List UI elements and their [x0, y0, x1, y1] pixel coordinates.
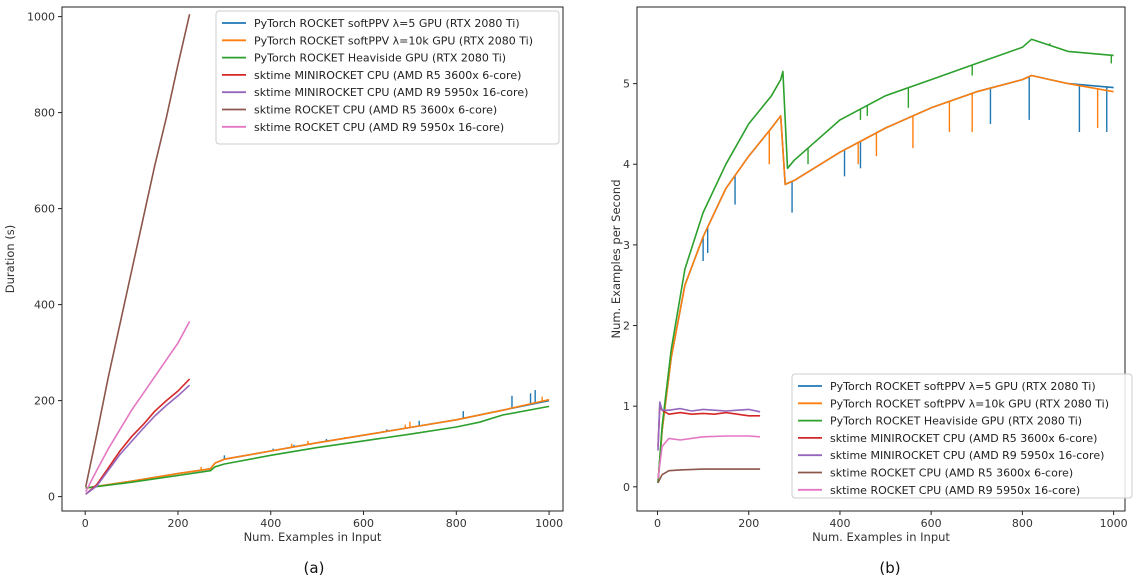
x-tick-label: 200 — [738, 517, 759, 530]
legend-entry-1: PyTorch ROCKET softPPV λ=10k GPU (RTX 20… — [254, 34, 533, 47]
y-axis-label: Duration (s) — [3, 225, 17, 294]
series-line-6 — [657, 435, 761, 479]
series-line-5 — [84, 14, 191, 488]
legend-entry-3: sktime MINIROCKET CPU (AMD R5 3600x 6-co… — [830, 432, 1097, 445]
x-tick-label: 600 — [921, 517, 942, 530]
chart-panel-0: 0 200 400 600 800 1000 0 200 400 600 800 1000 Num. E… — [3, 6, 564, 577]
series-line-2 — [657, 38, 1114, 483]
series-line-6 — [84, 321, 191, 493]
y-tick-label: 800 — [34, 107, 55, 120]
legend-box — [791, 373, 1133, 499]
chart-panel-1: 0 200 400 600 800 1000 0 1 2 3 4 5 Num. Examples in … — [609, 6, 1133, 577]
legend-entry-4: sktime MINIROCKET CPU (AMD R9 5950x 16-c… — [254, 86, 528, 99]
y-tick-label: 4 — [623, 158, 630, 171]
legend: PyTorch ROCKET softPPV λ=5 GPU (RTX 2080… — [215, 10, 560, 145]
legend-entry-2: PyTorch ROCKET Heaviside GPU (RTX 2080 T… — [254, 52, 506, 65]
x-tick-label: 400 — [829, 517, 850, 530]
x-axis-label: Num. Examples in Input — [812, 530, 950, 544]
y-tick-label: 1 — [623, 400, 630, 413]
series-line-3 — [657, 405, 761, 447]
legend-entry-5: sktime ROCKET CPU (AMD R5 3600x 6-core) — [254, 104, 497, 117]
y-tick-label: 200 — [34, 395, 55, 408]
x-tick-label: 800 — [1012, 517, 1033, 530]
y-tick-label: 0 — [48, 491, 55, 504]
legend-entry-1: PyTorch ROCKET softPPV λ=10k GPU (RTX 20… — [830, 397, 1109, 410]
series-line-1 — [85, 398, 550, 489]
series-line-4 — [657, 401, 761, 451]
y-tick-label: 400 — [34, 299, 55, 312]
x-tick-label: 0 — [654, 517, 661, 530]
series-line-0 — [85, 399, 550, 489]
x-tick-label: 1000 — [535, 517, 563, 530]
panel-tag: (a) — [304, 559, 325, 577]
series-line-2 — [85, 405, 550, 489]
legend-entry-3: sktime MINIROCKET CPU (AMD R5 3600x 6-co… — [254, 69, 521, 82]
legend-entry-6: sktime ROCKET CPU (AMD R9 5950x 16-core) — [830, 484, 1080, 497]
x-tick-label: 1000 — [1100, 517, 1128, 530]
x-tick-label: 800 — [446, 517, 467, 530]
legend-entry-0: PyTorch ROCKET softPPV λ=5 GPU (RTX 2080… — [254, 17, 520, 30]
y-tick-label: 600 — [34, 203, 55, 216]
legend-entry-4: sktime MINIROCKET CPU (AMD R9 5950x 16-c… — [830, 449, 1104, 462]
plot-area — [657, 38, 1114, 484]
series-line-5 — [657, 468, 761, 484]
plot-area — [84, 14, 550, 495]
y-tick-label: 2 — [623, 320, 630, 333]
legend-entry-2: PyTorch ROCKET Heaviside GPU (RTX 2080 T… — [830, 415, 1082, 428]
x-tick-label: 0 — [82, 517, 89, 530]
legend-entry-0: PyTorch ROCKET softPPV λ=5 GPU (RTX 2080… — [830, 380, 1096, 393]
legend-entry-6: sktime ROCKET CPU (AMD R9 5950x 16-core) — [254, 121, 504, 134]
plot-frame — [61, 6, 564, 512]
panel-tag: (b) — [879, 559, 900, 577]
series-line-1 — [657, 74, 1114, 483]
legend-entry-5: sktime ROCKET CPU (AMD R5 3600x 6-core) — [830, 467, 1073, 480]
legend-box — [215, 10, 560, 145]
y-tick-label: 1000 — [27, 11, 55, 24]
plot-frame — [636, 6, 1126, 512]
x-axis-label: Num. Examples in Input — [244, 530, 382, 544]
x-tick-label: 600 — [353, 517, 374, 530]
legend: PyTorch ROCKET softPPV λ=5 GPU (RTX 2080… — [791, 373, 1133, 499]
series-line-4 — [85, 384, 191, 495]
x-tick-label: 400 — [260, 517, 281, 530]
y-tick-label: 5 — [623, 78, 630, 91]
y-tick-label: 0 — [623, 481, 630, 494]
series-line-3 — [85, 378, 191, 495]
x-tick-label: 200 — [167, 517, 188, 530]
y-tick-label: 3 — [623, 239, 630, 252]
y-axis-label: Num. Examples per Second — [609, 179, 623, 338]
